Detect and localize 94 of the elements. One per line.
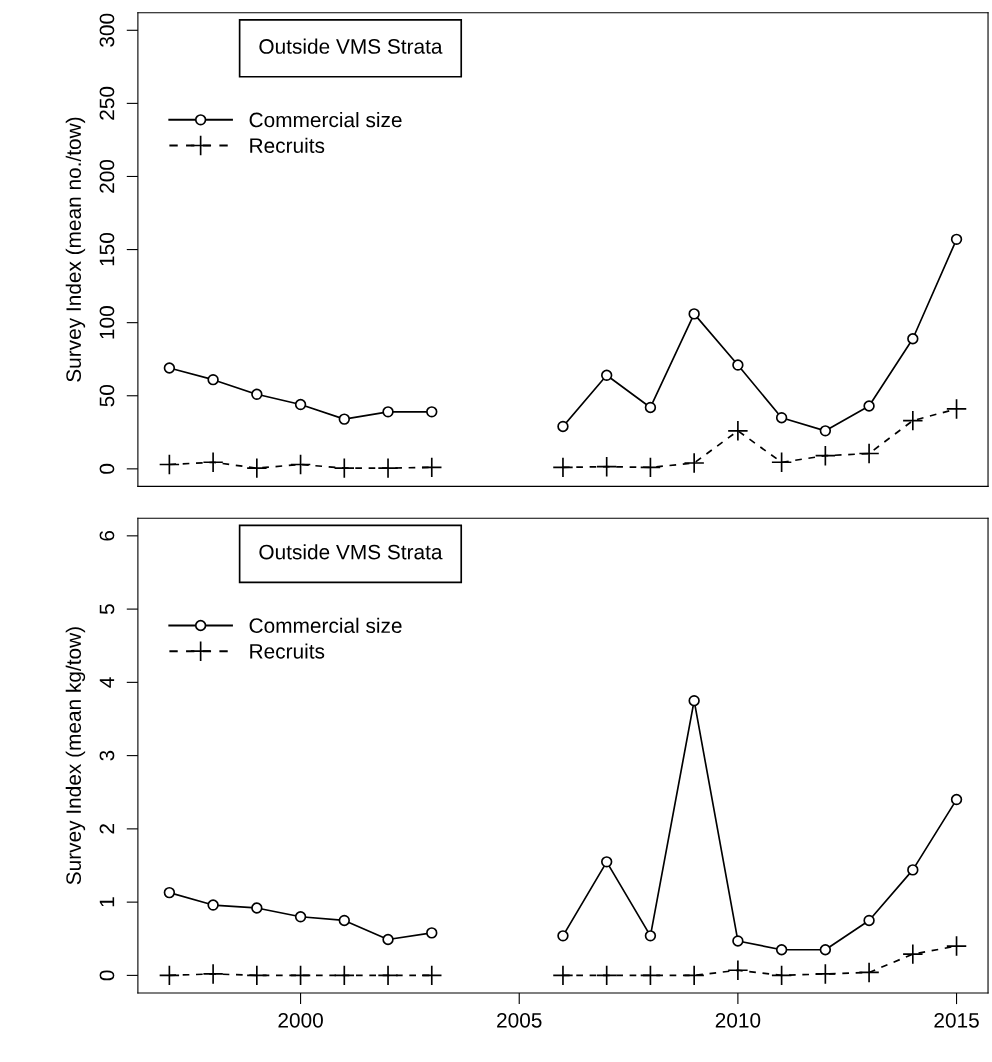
point xyxy=(688,694,700,707)
point xyxy=(338,914,350,927)
point xyxy=(552,964,574,986)
point xyxy=(377,457,399,479)
point xyxy=(945,935,968,957)
point xyxy=(775,411,788,424)
point xyxy=(639,456,661,478)
point xyxy=(732,359,744,371)
y-axis-title: Survey Index (mean no./tow) xyxy=(65,117,86,382)
point xyxy=(819,944,832,956)
point xyxy=(863,914,875,927)
point xyxy=(421,456,443,478)
legend-label: Recruits xyxy=(250,137,325,153)
point xyxy=(163,362,176,374)
point xyxy=(158,964,180,986)
y-tick-label: 250 xyxy=(99,86,115,120)
point xyxy=(858,961,880,984)
x-tick-label: 2005 xyxy=(497,1012,542,1028)
y-tick-label: 0 xyxy=(99,463,115,474)
point xyxy=(644,930,657,942)
x-tick-label: 2000 xyxy=(278,1012,323,1028)
y-tick-label: 6 xyxy=(99,530,115,541)
point xyxy=(775,944,788,956)
legend-label: Recruits xyxy=(250,643,325,659)
point xyxy=(814,445,836,467)
point xyxy=(557,420,569,433)
point xyxy=(202,451,224,473)
point xyxy=(688,308,700,320)
point xyxy=(858,442,880,465)
x-tick-label: 2010 xyxy=(715,1012,761,1028)
point xyxy=(294,398,307,411)
y-tick-label: 2 xyxy=(99,824,115,834)
point xyxy=(294,911,307,923)
point xyxy=(333,457,355,479)
point xyxy=(377,964,399,986)
point xyxy=(600,856,613,868)
point xyxy=(158,453,180,476)
point xyxy=(644,401,657,414)
point xyxy=(290,964,312,986)
point xyxy=(907,333,919,345)
point xyxy=(907,864,919,876)
point xyxy=(382,406,394,418)
y-tick-label: 4 xyxy=(99,677,115,688)
point xyxy=(596,964,618,986)
point xyxy=(819,425,832,437)
point xyxy=(683,452,705,474)
point xyxy=(207,899,219,911)
point xyxy=(207,373,219,386)
point xyxy=(163,886,176,899)
point xyxy=(333,964,355,986)
point xyxy=(552,456,574,478)
point xyxy=(945,398,968,420)
annotation: Outside VMS Strata xyxy=(259,38,443,54)
point xyxy=(251,388,263,400)
annotation: Outside VMS Strata xyxy=(259,544,443,560)
point xyxy=(251,902,263,914)
legend-label: Commercial size xyxy=(249,617,402,634)
point xyxy=(727,420,749,442)
point xyxy=(683,964,705,986)
y-tick-label: 50 xyxy=(99,384,115,407)
point xyxy=(246,457,268,479)
y-tick-label: 1 xyxy=(99,897,115,907)
point xyxy=(814,963,836,985)
point xyxy=(732,935,744,947)
point xyxy=(639,964,661,986)
point xyxy=(426,927,438,939)
point xyxy=(426,406,438,418)
point xyxy=(950,233,963,246)
y-tick-label: 100 xyxy=(99,306,115,339)
point xyxy=(421,964,443,986)
y-tick-label: 300 xyxy=(99,13,115,47)
point xyxy=(596,456,618,478)
point xyxy=(290,453,312,476)
y-tick-label: 200 xyxy=(99,159,115,193)
y-tick-label: 0 xyxy=(99,970,115,981)
legend-label: Commercial size xyxy=(249,112,402,128)
y-tick-label: 5 xyxy=(99,604,115,615)
point xyxy=(202,963,224,985)
point xyxy=(771,451,793,473)
y-tick-label: 150 xyxy=(99,233,115,266)
point xyxy=(246,964,268,986)
x-tick-label: 2015 xyxy=(934,1012,979,1028)
point xyxy=(382,933,394,946)
point xyxy=(902,410,924,432)
point xyxy=(950,793,963,806)
point xyxy=(557,930,569,942)
point xyxy=(727,959,749,981)
point xyxy=(902,943,924,965)
point xyxy=(338,413,350,425)
point xyxy=(600,369,613,381)
point xyxy=(863,400,875,412)
y-axis-title: Survey Index (mean kg/tow) xyxy=(65,627,86,885)
y-tick-label: 3 xyxy=(99,750,115,761)
point xyxy=(771,964,793,986)
